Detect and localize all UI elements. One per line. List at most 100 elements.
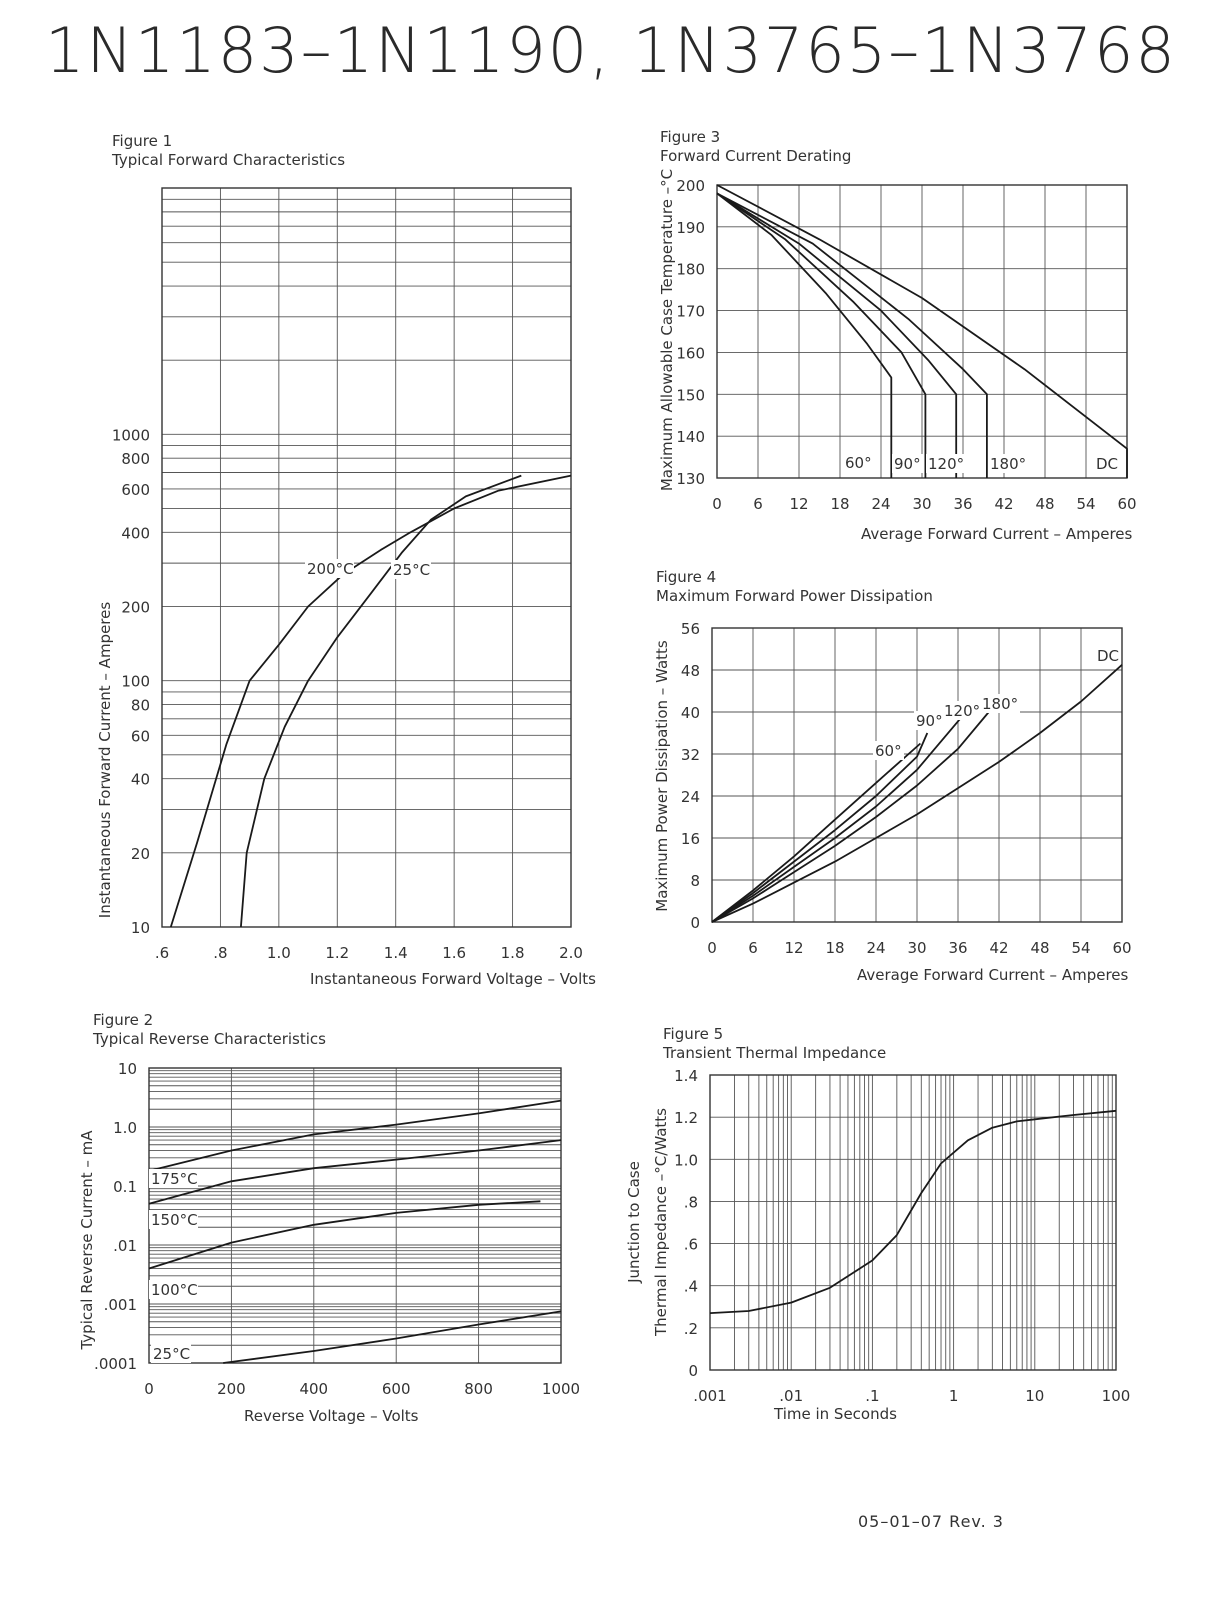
y-tick-label: 400 <box>121 524 150 542</box>
y-tick-label: 140 <box>676 428 705 446</box>
series-label-background <box>1094 454 1116 473</box>
x-tick-label: 1.8 <box>501 944 525 962</box>
series-line-90 <box>711 732 929 923</box>
x-tick-label: 18 <box>830 495 849 513</box>
series-label-200c: 200°C <box>307 560 354 578</box>
series-line-curve <box>709 1109 1117 1314</box>
y-axis-label: Instantaneous Forward Current – Amperes <box>96 602 114 919</box>
x-tick-label: 10 <box>1025 1387 1044 1405</box>
series-line-180 <box>711 711 990 923</box>
plot-frame <box>711 627 1123 923</box>
y-tick-label: 150 <box>676 386 705 404</box>
series-line-25c <box>240 474 522 928</box>
y-axis-label: Typical Reverse Current – mA <box>78 1130 96 1351</box>
x-tick-label: 36 <box>948 939 967 957</box>
y-tick-label: 20 <box>131 845 150 863</box>
figure-1-title: Typical Forward Characteristics <box>112 151 346 169</box>
x-tick-label: 48 <box>1035 495 1054 513</box>
x-axis-label: Reverse Voltage – Volts <box>244 1407 419 1425</box>
series-line-200c <box>169 474 572 928</box>
series-label-dc: DC <box>1096 455 1118 473</box>
x-tick-label: 12 <box>784 939 803 957</box>
series-label-background <box>926 454 966 473</box>
y-tick-label: 10 <box>131 919 150 937</box>
y-tick-label: 0 <box>690 914 700 932</box>
x-tick-label: 24 <box>871 495 890 513</box>
series-label-background <box>843 453 874 472</box>
series-label-background <box>988 454 1028 473</box>
y-tick-label: 8 <box>690 872 700 890</box>
series-label-background <box>149 1280 198 1299</box>
y-tick-label: 1.4 <box>674 1067 698 1085</box>
figure-4-caption: Figure 4 Maximum Forward Power Dissipati… <box>656 568 933 606</box>
figure-2-title: Typical Reverse Characteristics <box>93 1030 326 1048</box>
y-tick-label: 32 <box>681 746 700 764</box>
figure-2-caption: Figure 2 Typical Reverse Characteristics <box>93 1011 326 1049</box>
y-tick-label: 200 <box>676 177 705 195</box>
series-line-120 <box>716 192 958 478</box>
x-tick-label: 400 <box>299 1380 328 1398</box>
x-axis-label: Time in Seconds <box>773 1405 897 1423</box>
y-tick-label: 200 <box>121 599 150 617</box>
figure-5-caption: Figure 5 Transient Thermal Impedance <box>663 1025 886 1063</box>
figure-4-title: Maximum Forward Power Dissipation <box>656 587 933 605</box>
figure-2-number: Figure 2 <box>93 1011 154 1029</box>
series-line-100c <box>148 1200 541 1270</box>
series-label-background <box>914 711 945 730</box>
plot-frame <box>709 1074 1117 1371</box>
series-label-dc: DC <box>1097 647 1119 665</box>
figure-5-number: Figure 5 <box>663 1025 724 1043</box>
y-tick-label: 16 <box>681 830 700 848</box>
y-tick-label: 1.2 <box>674 1109 698 1127</box>
series-line-60 <box>716 192 893 478</box>
x-tick-label: .01 <box>779 1387 803 1405</box>
plot-frame <box>716 184 1128 479</box>
y-tick-label: 600 <box>121 481 150 499</box>
series-label-180: 180° <box>982 695 1018 713</box>
x-tick-label: 1000 <box>542 1380 580 1398</box>
series-label-180: 180° <box>990 455 1026 473</box>
y-tick-label: 0 <box>688 1362 698 1380</box>
y-axis-label-secondary: Junction to Case <box>625 1161 643 1284</box>
y-tick-label: 170 <box>676 303 705 321</box>
x-tick-label: .6 <box>155 944 169 962</box>
y-tick-label: 1.0 <box>113 1119 137 1137</box>
y-tick-label: 48 <box>681 662 700 680</box>
series-label-100c: 100°C <box>151 1281 198 1299</box>
y-tick-label: 800 <box>121 450 150 468</box>
x-tick-label: 200 <box>217 1380 246 1398</box>
x-tick-label: 36 <box>953 495 972 513</box>
y-axis-label: Maximum Allowable Case Temperature –°C <box>658 169 676 491</box>
series-label-background <box>892 454 923 473</box>
y-tick-label: 10 <box>118 1060 137 1078</box>
x-tick-label: 2.0 <box>559 944 583 962</box>
x-tick-label: .8 <box>213 944 227 962</box>
y-tick-label: 60 <box>131 727 150 745</box>
series-line-150c <box>148 1139 562 1205</box>
page-title: 1N1183–1N1190, 1N3765–1N3768 <box>45 14 1177 87</box>
x-tick-label: 60 <box>1112 939 1131 957</box>
series-line-60 <box>711 742 921 923</box>
figure-1-number: Figure 1 <box>112 132 173 150</box>
figure-3-caption: Figure 3 Forward Current Derating <box>660 128 851 166</box>
series-label-175c: 175°C <box>151 1170 198 1188</box>
figure-3-title: Forward Current Derating <box>660 147 852 165</box>
figure-1-caption: Figure 1 Typical Forward Characteristics <box>112 132 345 170</box>
y-tick-label: 0.1 <box>113 1178 137 1196</box>
y-axis-label: Thermal Impedance –°C/Watts <box>652 1108 670 1337</box>
series-label-background <box>149 1210 198 1229</box>
y-tick-label: .0001 <box>94 1355 137 1373</box>
series-line-90 <box>716 192 927 478</box>
x-tick-label: 6 <box>748 939 758 957</box>
y-tick-label: .01 <box>113 1237 137 1255</box>
series-line-25c <box>223 1310 562 1364</box>
y-tick-label: 190 <box>676 219 705 237</box>
series-label-background <box>149 1169 198 1188</box>
series-line-175c <box>148 1099 562 1172</box>
x-tick-label: 6 <box>753 495 763 513</box>
series-line-dc <box>711 664 1123 923</box>
